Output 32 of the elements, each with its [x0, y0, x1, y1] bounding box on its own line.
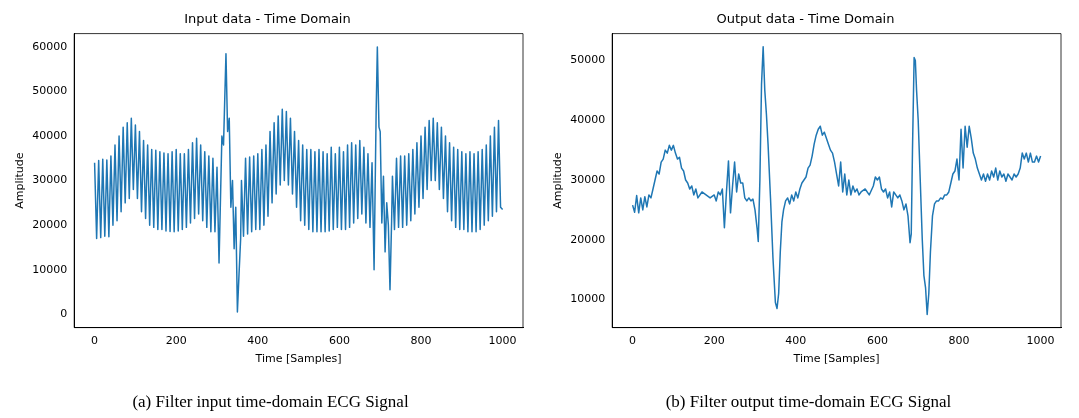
- y-tick-label: 30000: [32, 173, 68, 187]
- x-tick-label: 800: [948, 334, 970, 348]
- y-tick-label: 10000: [32, 262, 68, 276]
- chart-title: Input data - Time Domain: [184, 11, 351, 27]
- x-tick-label: 1000: [1026, 334, 1055, 348]
- y-tick-label: 20000: [570, 232, 606, 246]
- y-axis-title: Amplitude: [551, 152, 565, 209]
- y-tick-label: 40000: [32, 128, 68, 142]
- y-tick-label: 60000: [32, 39, 68, 53]
- x-tick-label: 400: [247, 334, 269, 348]
- text: (b) Filter output time-domain ECG Signal: [665, 392, 952, 412]
- y-tick-label: 50000: [32, 84, 68, 98]
- text: (a) Filter input time-domain ECG Signal: [132, 392, 409, 412]
- x-tick-label: 0: [91, 334, 99, 348]
- y-tick-label: 40000: [570, 113, 606, 127]
- x-axis-title: Time [Samples]: [254, 352, 342, 366]
- x-tick-label: 400: [785, 334, 807, 348]
- x-tick-label: 1000: [488, 334, 517, 348]
- y-tick-label: 0: [60, 307, 68, 321]
- y-tick-label: 20000: [32, 218, 68, 231]
- x-tick-label: 200: [165, 334, 187, 348]
- x-tick-label: 600: [328, 334, 350, 348]
- y-tick-label: 50000: [570, 53, 606, 67]
- x-tick-label: 600: [866, 334, 888, 348]
- y-axis-title: Amplitude: [13, 152, 27, 209]
- y-tick-label: 30000: [570, 172, 606, 186]
- x-tick-label: 800: [410, 334, 432, 348]
- chart-title: Output data - Time Domain: [716, 11, 895, 27]
- y-tick-label: 10000: [570, 292, 606, 306]
- x-tick-label: 200: [703, 334, 725, 348]
- x-tick-label: 0: [629, 334, 637, 348]
- x-axis-title: Time [Samples]: [792, 352, 880, 366]
